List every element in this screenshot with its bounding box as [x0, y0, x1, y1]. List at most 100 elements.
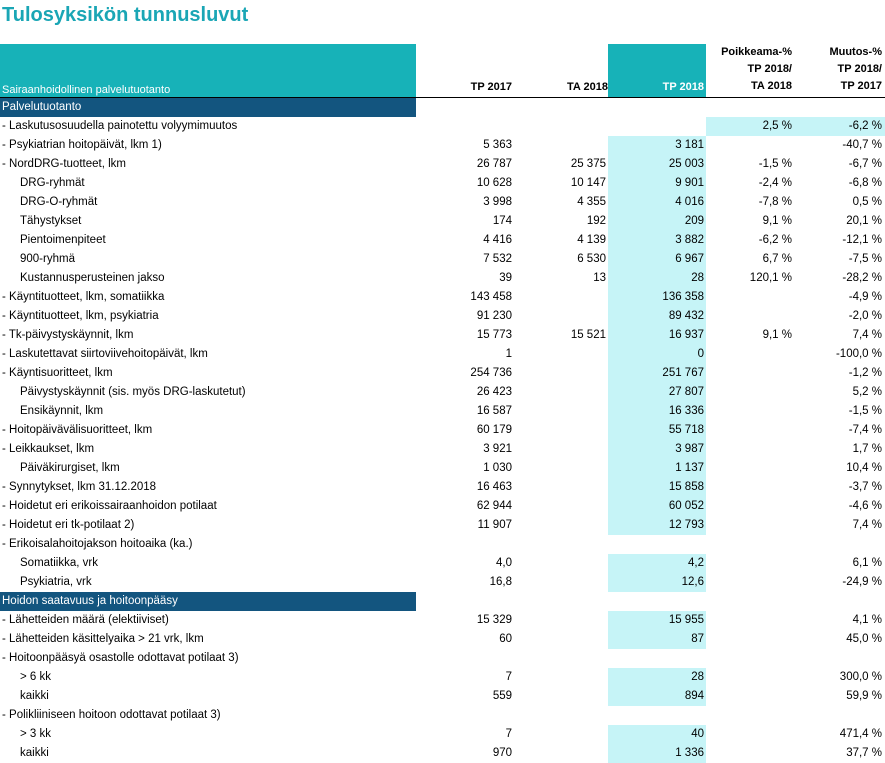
row-label: kaikki: [20, 747, 49, 759]
cell-tp2018: 1 336: [675, 747, 704, 759]
cell-change: 7,4 %: [852, 519, 882, 531]
highlight-tp2018: [608, 174, 706, 193]
cell-deviation: -1,5 %: [758, 158, 792, 170]
cell-change: 20,1 %: [846, 215, 882, 227]
cell-tp2017: 5 363: [483, 139, 512, 151]
highlight-tp2018: [608, 250, 706, 269]
cell-change: 6,1 %: [852, 557, 882, 569]
row-label: - Lähetteiden määrä (elektiiviset): [2, 614, 169, 626]
cell-tp2018: 16 937: [668, 329, 704, 341]
table-row: Somatiikka, vrk 4,0 4,2 6,1 %: [0, 554, 885, 573]
cell-tp2018: 28: [691, 272, 704, 284]
cell-tp2018: 894: [684, 690, 704, 702]
row-label: DRG-ryhmät: [20, 177, 85, 189]
row-label: Tähystykset: [20, 215, 82, 227]
highlight-tp2018: [608, 554, 706, 573]
row-label: Päiväkirurgiset, lkm: [20, 462, 120, 474]
table-row: DRG-O-ryhmät 3 998 4 355 4 016 -7,8 % 0,5 %: [0, 193, 885, 212]
cell-tp2017: 1 030: [483, 462, 512, 474]
cell-tp2017: 3 998: [483, 196, 512, 208]
cell-tp2017: 39: [499, 272, 512, 284]
table-row: Päivystyskäynnit (sis. myös DRG-laskutet…: [0, 383, 885, 402]
cell-change: -28,2 %: [842, 272, 882, 284]
cell-deviation: 9,1 %: [762, 215, 792, 227]
cell-tp2018: 15 858: [668, 481, 704, 493]
highlight-tp2018: [608, 383, 706, 402]
cell-change: -6,2 %: [848, 120, 882, 132]
cell-change: -3,7 %: [848, 481, 882, 493]
highlight-tp2018: [608, 573, 706, 592]
cell-ta2018: 6 530: [577, 253, 606, 265]
table-row: - Laskutettavat siirtoviivehoitopäivät, …: [0, 345, 885, 364]
cell-change: 1,7 %: [852, 443, 882, 455]
row-label: - Tk-päivystyskäynnit, lkm: [2, 329, 134, 341]
row-label: - Lähetteiden käsittelyaika > 21 vrk, lk…: [2, 633, 204, 645]
row-label: - Synnytykset, lkm 31.12.2018: [2, 481, 157, 493]
cell-tp2017: 143 458: [470, 291, 512, 303]
cell-ta2018: 25 375: [570, 158, 606, 170]
highlight-tp2018: [608, 193, 706, 212]
cell-tp2018: 9 901: [675, 177, 704, 189]
cell-change: -6,8 %: [848, 177, 882, 189]
cell-tp2018: 3 181: [675, 139, 704, 151]
cell-tp2018: 55 718: [668, 424, 704, 436]
table-row: - Erikoisalahoitojakson hoitoaika (ka.): [0, 535, 885, 554]
header-deviation: Poikkeama-% TP 2018/ TA 2018: [706, 44, 792, 95]
cell-change: -40,7 %: [842, 139, 882, 151]
table-body: Palvelutuotanto - Laskutusosuudella paino…: [0, 98, 885, 763]
row-label: - Hoidetut eri erikoissairaanhoidon poti…: [2, 500, 217, 512]
highlight-tp2018: [608, 459, 706, 478]
table-row: - Käyntisuoritteet, lkm 254 736 251 767 -1,…: [0, 364, 885, 383]
highlight-tp2018: [608, 155, 706, 174]
table-row: - Leikkaukset, lkm 3 921 3 987 1,7 %: [0, 440, 885, 459]
cell-tp2018: 16 336: [668, 405, 704, 417]
header-ta2018: TA 2018: [567, 81, 608, 93]
cell-tp2017: 254 736: [470, 367, 512, 379]
cell-tp2018: 4 016: [675, 196, 704, 208]
cell-tp2017: 174: [492, 215, 512, 227]
cell-tp2017: 15 329: [476, 614, 512, 626]
highlight-tp2018: [608, 307, 706, 326]
page-title: Tulosyksikön tunnusluvut: [2, 4, 249, 26]
highlight-deviation: [706, 117, 794, 136]
row-label: - Erikoisalahoitojakson hoitoaika (ka.): [2, 538, 193, 550]
cell-tp2018: 209: [684, 215, 704, 227]
cell-ta2018: 4 355: [577, 196, 606, 208]
cell-tp2017: 16 587: [476, 405, 512, 417]
row-label: - Käyntituotteet, lkm, somatiikka: [2, 291, 165, 303]
cell-tp2017: 7: [505, 728, 512, 740]
cell-change: -4,9 %: [848, 291, 882, 303]
cell-ta2018: 4 139: [577, 234, 606, 246]
cell-ta2018: 10 147: [570, 177, 606, 189]
cell-tp2017: 26 787: [476, 158, 512, 170]
cell-ta2018: 192: [586, 215, 606, 227]
cell-tp2018: 0: [697, 348, 704, 360]
header-change-line: TP 2018/: [837, 63, 882, 75]
cell-change: 59,9 %: [846, 690, 882, 702]
cell-change: -6,7 %: [848, 158, 882, 170]
cell-deviation: 120,1 %: [749, 272, 792, 284]
cell-tp2017: 10 628: [476, 177, 512, 189]
table-row: Pientoimenpiteet 4 416 4 139 3 882 -6,2 % -12…: [0, 231, 885, 250]
cell-tp2018: 12,6: [681, 576, 704, 588]
cell-deviation: 2,5 %: [762, 120, 792, 132]
cell-tp2018: 6 967: [675, 253, 704, 265]
row-label: > 3 kk: [20, 728, 52, 740]
table-row: - Psykiatrian hoitopäivät, lkm 1) 5 363 3 …: [0, 136, 885, 155]
cell-change: -12,1 %: [842, 234, 882, 246]
table-row: > 3 kk 7 40 471,4 %: [0, 725, 885, 744]
row-label: - Leikkaukset, lkm: [2, 443, 95, 455]
highlight-tp2018: [608, 687, 706, 706]
header-change-line: Muutos-%: [829, 46, 882, 58]
row-label: - Laskutettavat siirtoviivehoitopäivät, …: [2, 348, 208, 360]
table-row: Ensikäynnit, lkm 16 587 16 336 -1,5 %: [0, 402, 885, 421]
cell-change: -1,5 %: [848, 405, 882, 417]
cell-ta2018: 15 521: [570, 329, 606, 341]
cell-tp2018: 136 358: [662, 291, 704, 303]
table-row: kaikki 559 894 59,9 %: [0, 687, 885, 706]
cell-change: 5,2 %: [852, 386, 882, 398]
cell-tp2017: 1: [505, 348, 512, 360]
row-label: - Hoitoonpääsyä osastolle odottavat poti…: [2, 652, 239, 664]
cell-tp2017: 16 463: [476, 481, 512, 493]
cell-tp2018: 60 052: [668, 500, 704, 512]
